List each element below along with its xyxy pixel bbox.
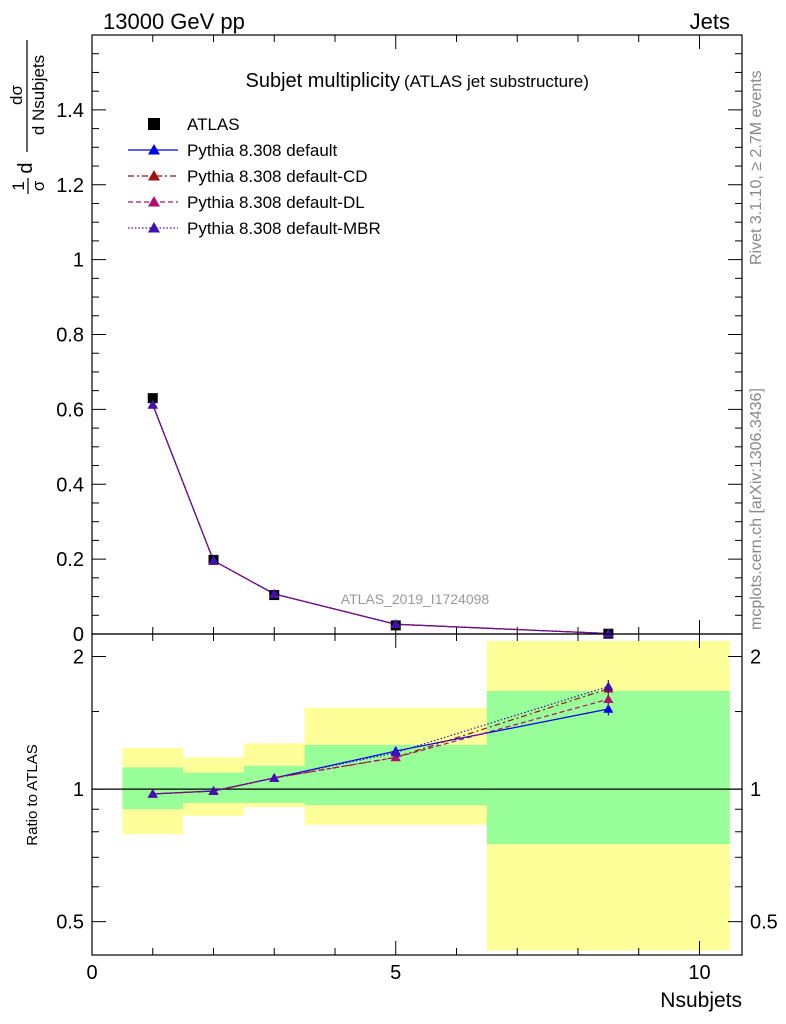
- legend-entry: Pythia 8.308 default-DL: [128, 193, 365, 212]
- ratio-y-axis-label: Ratio to ATLAS: [24, 744, 41, 845]
- main-y-tick-label: 0: [73, 624, 84, 646]
- ratio-point: [603, 681, 614, 691]
- legend-label: Pythia 8.308 default: [187, 141, 338, 160]
- main-y-axis-label: d 1 σ dσ d Nsubjets: [7, 40, 48, 194]
- plot-title: Subjet multiplicity: [245, 70, 400, 92]
- ylabel-dnsubjets: d Nsubjets: [29, 55, 48, 135]
- legend-label: Pythia 8.308 default-DL: [187, 193, 365, 212]
- ratio-y-tick-label: 0.5: [56, 912, 84, 934]
- ratio-point: [390, 752, 401, 762]
- x-axis-label: Nsubjets: [660, 989, 742, 1012]
- legend-triangle-marker: [148, 170, 160, 181]
- ylabel-dsigma: dσ: [7, 85, 26, 105]
- uncertainty-band-stat: [243, 765, 305, 803]
- collision-label: 13000 GeV pp: [103, 9, 245, 34]
- legend-square-marker: [148, 118, 160, 130]
- legend: ATLAS Pythia 8.308 default Pythia 8.308 de…: [128, 115, 381, 238]
- legend-entry: Pythia 8.308 default-CD: [128, 167, 368, 186]
- plot-subtitle: (ATLAS jet substructure): [404, 72, 589, 91]
- ratio-y-tick-label: 0.5: [750, 912, 778, 934]
- ratio-frame: [91, 633, 743, 956]
- ratio-point: [269, 772, 280, 782]
- main-y-tick-label: 0.4: [56, 474, 84, 496]
- rivet-label: Rivet 3.1.10, ≥ 2.7M events: [748, 70, 765, 265]
- main-mc-point: [269, 588, 280, 598]
- main-y-tick-label: 1: [73, 250, 84, 272]
- analysis-tag: ATLAS_2019_I1724098: [341, 591, 490, 607]
- ratio-point: [147, 788, 158, 798]
- ylabel-frac-den: σ: [29, 180, 48, 191]
- ratio-y-tick-label: 1: [750, 779, 761, 801]
- x-tick-label: 5: [390, 962, 401, 984]
- ratio-y-tick-label: 2: [73, 647, 84, 669]
- ylabel-frac-num: 1: [9, 181, 28, 190]
- ratio-y-tick-label: 2: [750, 647, 761, 669]
- legend-label: Pythia 8.308 default-MBR: [187, 219, 381, 238]
- legend-triangle-marker: [148, 196, 160, 207]
- ratio-y-tick-label: 1: [73, 779, 84, 801]
- legend-label: ATLAS: [187, 115, 240, 134]
- atlas-data-point: [147, 393, 158, 404]
- legend-entry: Pythia 8.308 default-MBR: [128, 219, 381, 238]
- ratio-point: [390, 747, 401, 757]
- legend-label: Pythia 8.308 default-CD: [187, 167, 368, 186]
- main-mc-point: [390, 619, 401, 629]
- main-y-tick-label: 0.8: [56, 325, 84, 347]
- ratio-point: [603, 694, 614, 703]
- ratio-panel: 0.5 0.5 1 1 2 2 0 5 10: [56, 633, 778, 984]
- uncertainty-band-stat: [122, 767, 184, 810]
- uncertainty-band-stat: [486, 691, 730, 845]
- main-y-tick-label: 0.6: [56, 399, 84, 421]
- main-mc-point: [147, 399, 158, 409]
- ratio-point: [208, 786, 219, 795]
- mcplots-label: mcplots.cern.ch [arXiv:1306.3436]: [748, 388, 765, 630]
- main-mc-point: [603, 628, 614, 638]
- main-y-tick-label: 1.2: [56, 175, 84, 197]
- legend-triangle-marker: [148, 144, 160, 155]
- ratio-point: [603, 704, 614, 713]
- main-mc-point: [208, 555, 219, 565]
- main-y-tick-label: 0.2: [56, 549, 84, 571]
- legend-entry: Pythia 8.308 default: [128, 141, 338, 160]
- legend-triangle-marker: [148, 222, 160, 233]
- x-tick-label: 0: [86, 962, 97, 984]
- main-y-tick-label: 1.4: [56, 100, 84, 122]
- jets-label: Jets: [690, 9, 730, 34]
- x-tick-label: 10: [688, 962, 710, 984]
- legend-entry: ATLAS: [148, 115, 240, 134]
- ylabel-d1: d: [15, 162, 37, 173]
